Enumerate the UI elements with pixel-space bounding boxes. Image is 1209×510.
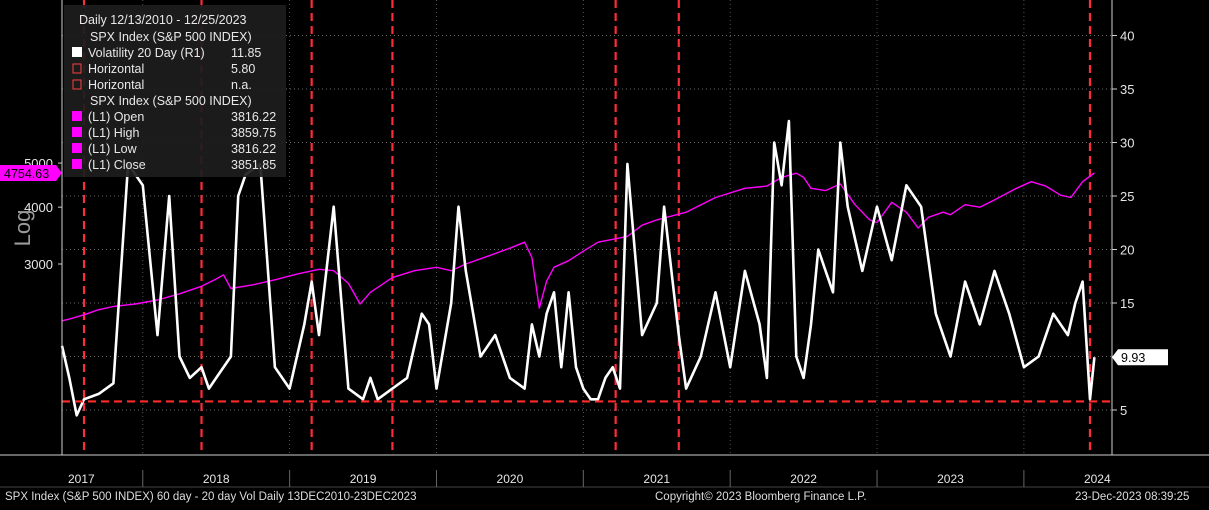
right-tick-label: 15	[1120, 296, 1134, 311]
x-tick-label: 2017	[68, 472, 95, 486]
x-tick-label: 2023	[937, 472, 964, 486]
x-tick-label: 2019	[350, 472, 377, 486]
legend-label: Horizontal	[88, 62, 144, 76]
spx-last-value: 4754.63	[4, 167, 49, 181]
legend-value: 3816.22	[231, 142, 276, 156]
spx-last-value-badge	[0, 165, 56, 182]
spx-last-value-pointer	[56, 165, 62, 182]
footer: SPX Index (S&P 500 INDEX) 60 day - 20 da…	[5, 491, 1189, 503]
vol-last-value-pointer	[1112, 349, 1118, 366]
legend-swatch	[72, 111, 82, 121]
legend-label: Horizontal	[88, 78, 144, 92]
x-tick-label: 2022	[790, 472, 817, 486]
footer-right: 23-Dec-2023 08:39:25	[1075, 491, 1189, 503]
volatility-line	[60, 119, 1096, 417]
legend-label: (L1) Open	[88, 110, 144, 124]
vol-last-value: 9.93	[1121, 351, 1145, 365]
x-tick-label: 2020	[497, 472, 524, 486]
legend-label: Volatility 20 Day (R1)	[88, 46, 205, 60]
legend-swatch-outline	[72, 63, 82, 74]
log-scale-label: Log	[10, 210, 35, 247]
legend-swatch	[72, 143, 82, 153]
right-tick-label: 5	[1120, 403, 1127, 418]
legend-label: SPX Index (S&P 500 INDEX)	[90, 30, 252, 44]
legend-swatch	[72, 47, 82, 57]
legend-value: 3859.75	[231, 126, 276, 140]
legend-value: 11.85	[231, 46, 261, 60]
legend-box	[64, 5, 286, 177]
left-tick-label: 4000	[24, 200, 53, 215]
left-tick-label: 3000	[24, 257, 53, 272]
legend-swatch	[72, 159, 82, 169]
legend: Daily 12/13/2010 - 12/25/2023 SPX Index (…	[64, 5, 286, 177]
right-tick-label: 30	[1120, 136, 1134, 151]
x-tick-label: 2024	[1084, 472, 1111, 486]
legend-swatch	[72, 127, 82, 137]
legend-label: (L1) Close	[88, 158, 146, 172]
legend-value: 3851.85	[231, 158, 276, 172]
right-tick-label: 25	[1120, 189, 1134, 204]
legend-swatch-outline	[72, 79, 82, 90]
right-tick-label: 20	[1120, 243, 1134, 258]
legend-value: n.a.	[231, 78, 252, 92]
axes: 500040003000Log4754.634035302520151059.9…	[0, 0, 1209, 488]
right-tick-label: 35	[1120, 82, 1134, 97]
x-tick-label: 2018	[203, 472, 230, 486]
spx-price-line	[61, 172, 1095, 322]
footer-center: Copyright© 2023 Bloomberg Finance L.P.	[655, 491, 867, 503]
legend-value: 5.80	[231, 62, 255, 76]
legend-label: (L1) High	[88, 126, 139, 140]
footer-left: SPX Index (S&P 500 INDEX) 60 day - 20 da…	[5, 491, 416, 503]
series-layer	[60, 119, 1096, 417]
right-tick-label: 40	[1120, 29, 1134, 44]
vol-last-value-badge	[1118, 349, 1168, 366]
legend-label: SPX Index (S&P 500 INDEX)	[90, 94, 252, 108]
x-tick-label: 2021	[643, 472, 670, 486]
legend-label: (L1) Low	[88, 142, 138, 156]
legend-value: 3816.22	[231, 110, 276, 124]
legend-header: Daily 12/13/2010 - 12/25/2023	[79, 13, 247, 27]
